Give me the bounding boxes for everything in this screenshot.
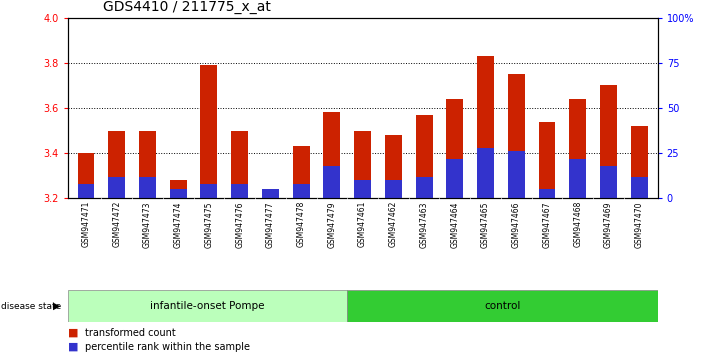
Bar xyxy=(631,177,648,198)
Bar xyxy=(570,99,586,198)
Text: transformed count: transformed count xyxy=(85,328,176,338)
Bar xyxy=(477,56,494,198)
Text: GSM947470: GSM947470 xyxy=(635,201,643,247)
Bar xyxy=(262,189,279,198)
Bar xyxy=(385,180,402,198)
Bar xyxy=(447,159,464,198)
Text: GSM947471: GSM947471 xyxy=(82,201,90,247)
Bar xyxy=(600,85,617,198)
Bar xyxy=(538,121,555,198)
Bar xyxy=(354,180,371,198)
Bar xyxy=(538,189,555,198)
Text: GSM947474: GSM947474 xyxy=(173,201,183,247)
Bar xyxy=(324,113,341,198)
Bar xyxy=(570,159,586,198)
Bar xyxy=(385,135,402,198)
Bar xyxy=(293,146,309,198)
Bar xyxy=(231,131,248,198)
Text: GSM947476: GSM947476 xyxy=(235,201,244,247)
Bar xyxy=(347,290,658,322)
Text: GSM947469: GSM947469 xyxy=(604,201,613,247)
Bar xyxy=(108,131,125,198)
Bar xyxy=(170,189,187,198)
Text: GSM947477: GSM947477 xyxy=(266,201,275,247)
Text: ▶: ▶ xyxy=(53,301,60,311)
Text: GSM947463: GSM947463 xyxy=(419,201,429,247)
Text: GSM947467: GSM947467 xyxy=(542,201,552,247)
Text: ■: ■ xyxy=(68,328,78,338)
Bar xyxy=(262,194,279,198)
Bar xyxy=(139,131,156,198)
Bar xyxy=(231,184,248,198)
Text: GSM947479: GSM947479 xyxy=(327,201,336,247)
Bar xyxy=(324,166,341,198)
Text: percentile rank within the sample: percentile rank within the sample xyxy=(85,342,250,352)
Text: GSM947472: GSM947472 xyxy=(112,201,121,247)
Bar xyxy=(600,166,617,198)
Bar xyxy=(108,177,125,198)
Bar xyxy=(201,65,218,198)
Text: GSM947475: GSM947475 xyxy=(205,201,213,247)
Text: control: control xyxy=(484,301,520,311)
Text: GSM947462: GSM947462 xyxy=(389,201,398,247)
Text: GSM947466: GSM947466 xyxy=(512,201,520,247)
Text: GSM947461: GSM947461 xyxy=(358,201,367,247)
Text: GSM947465: GSM947465 xyxy=(481,201,490,247)
Bar xyxy=(447,99,464,198)
Text: GSM947478: GSM947478 xyxy=(296,201,306,247)
Bar xyxy=(416,177,432,198)
Text: GSM947473: GSM947473 xyxy=(143,201,152,247)
Bar xyxy=(201,184,218,198)
Bar xyxy=(293,184,309,198)
Bar xyxy=(416,115,432,198)
Bar xyxy=(170,180,187,198)
Bar xyxy=(508,74,525,198)
Bar xyxy=(139,177,156,198)
Bar xyxy=(77,184,95,198)
Bar xyxy=(508,151,525,198)
Bar xyxy=(631,126,648,198)
Bar xyxy=(354,131,371,198)
Bar xyxy=(77,153,95,198)
Text: disease state: disease state xyxy=(1,302,62,311)
Text: GSM947464: GSM947464 xyxy=(450,201,459,247)
Text: GDS4410 / 211775_x_at: GDS4410 / 211775_x_at xyxy=(103,0,271,14)
Bar xyxy=(68,290,347,322)
Bar xyxy=(477,148,494,198)
Text: infantile-onset Pompe: infantile-onset Pompe xyxy=(150,301,264,311)
Text: ■: ■ xyxy=(68,342,78,352)
Text: GSM947468: GSM947468 xyxy=(573,201,582,247)
